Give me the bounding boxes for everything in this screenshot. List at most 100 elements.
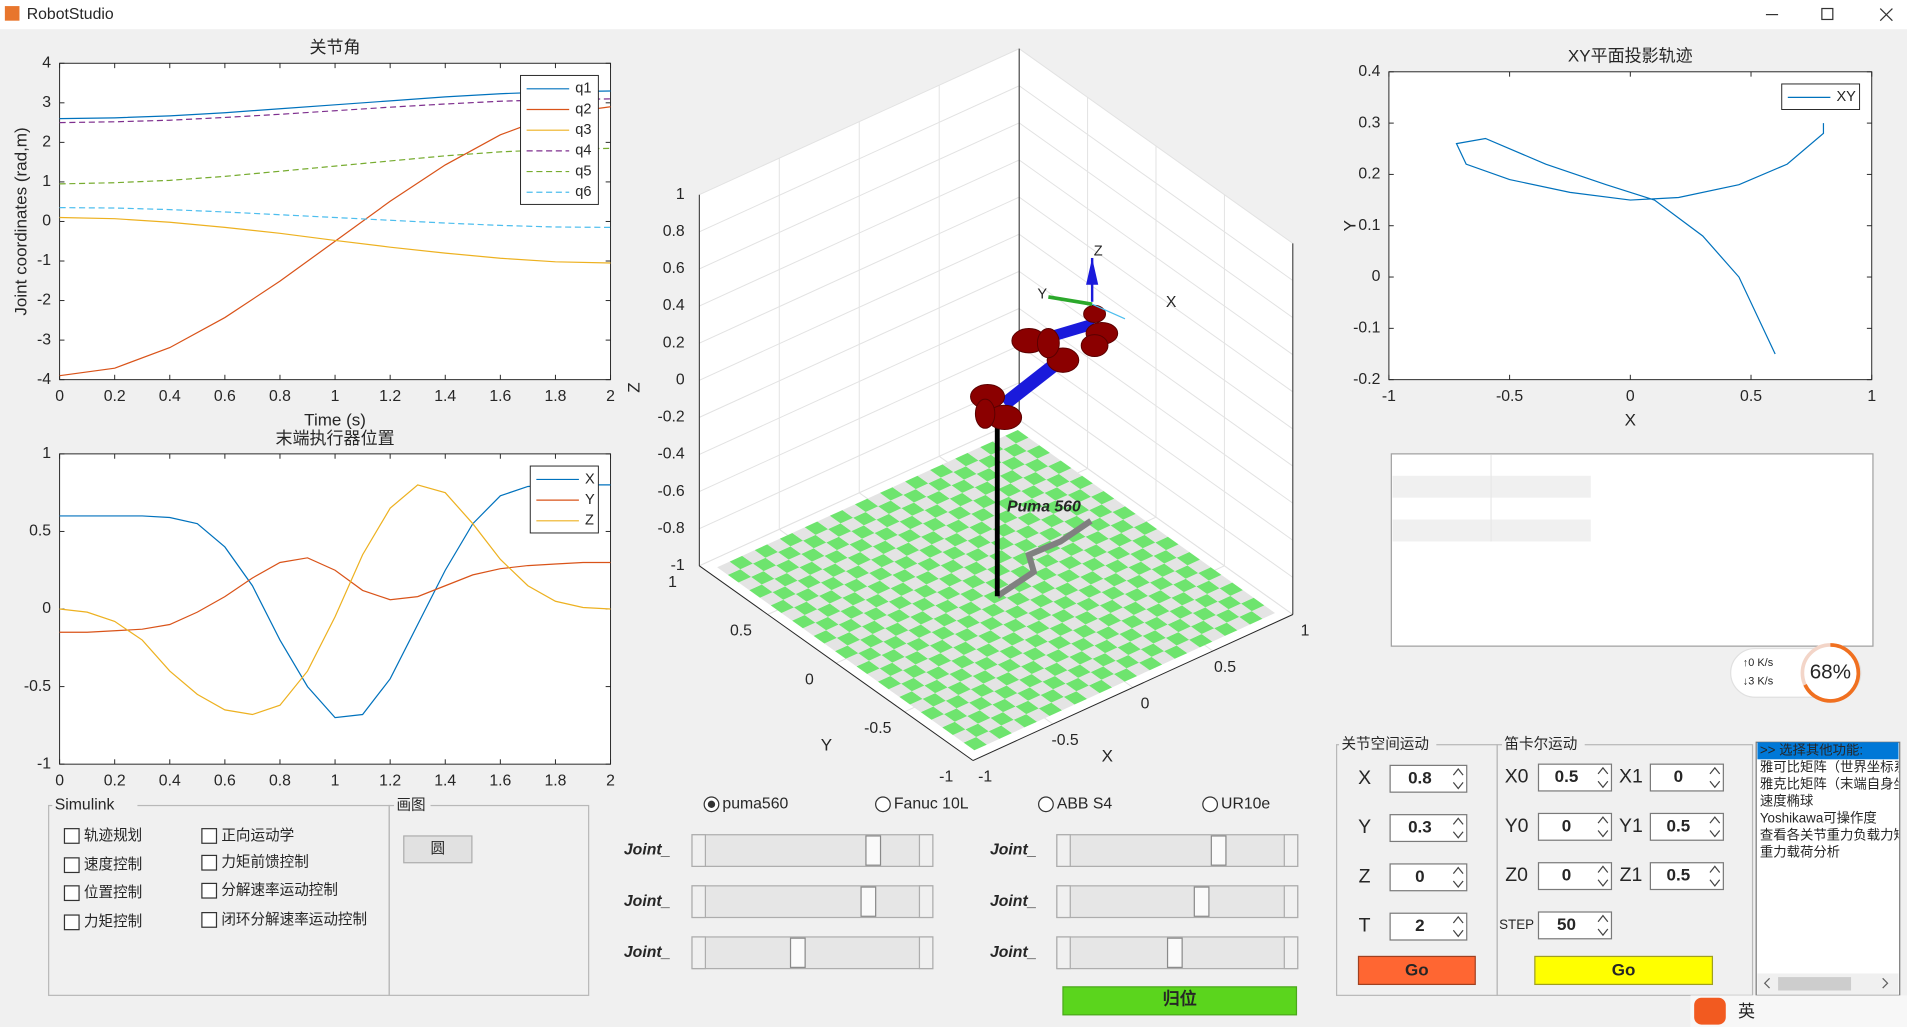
slider-thumb[interactable]: [789, 937, 806, 968]
radio-button[interactable]: [1038, 796, 1054, 813]
checkbox[interactable]: [201, 828, 218, 844]
number-input-value[interactable]: 50: [1557, 915, 1576, 934]
number-input-value[interactable]: 0.5: [1555, 767, 1579, 786]
checkbox-label[interactable]: 位置控制: [84, 884, 142, 901]
slider-track[interactable]: [1056, 885, 1299, 919]
number-input[interactable]: [1537, 911, 1613, 940]
slider-arrow[interactable]: [1056, 834, 1071, 867]
slider-arrow[interactable]: [1056, 885, 1071, 919]
checkbox[interactable]: [201, 912, 218, 928]
spinner[interactable]: [1452, 817, 1464, 839]
list-item[interactable]: 查看各关节重力负载力矩: [1760, 827, 1907, 842]
slider-arrow[interactable]: [691, 885, 707, 919]
number-input-value[interactable]: 0: [1415, 867, 1424, 886]
number-input[interactable]: [1537, 862, 1613, 891]
slider-track[interactable]: [1056, 834, 1299, 867]
number-input[interactable]: [1389, 863, 1468, 892]
number-input[interactable]: [1389, 814, 1468, 843]
slider-arrow[interactable]: [918, 936, 934, 970]
spinner[interactable]: [1709, 816, 1721, 838]
slider-arrow[interactable]: [1283, 834, 1299, 867]
circle-button[interactable]: [403, 835, 473, 864]
checkbox[interactable]: [63, 857, 80, 874]
button-label[interactable]: Go: [1612, 961, 1636, 980]
checkbox[interactable]: [201, 882, 218, 899]
checkbox-label[interactable]: 分解速率运动控制: [221, 882, 338, 899]
button-label[interactable]: 归位: [1163, 989, 1197, 1009]
number-input-value[interactable]: 2: [1415, 916, 1424, 935]
radio-label[interactable]: Fanuc 10L: [894, 795, 969, 812]
checkbox-label[interactable]: 闭环分解速率运动控制: [221, 911, 367, 928]
spinner[interactable]: [1597, 766, 1609, 789]
slider-arrow[interactable]: [918, 834, 934, 867]
radio-label[interactable]: ABB S4: [1057, 795, 1113, 812]
slider-track[interactable]: [691, 834, 934, 867]
spinner[interactable]: [1597, 865, 1609, 887]
floor-tile: [774, 573, 798, 587]
close-button[interactable]: [1879, 8, 1893, 22]
checkbox[interactable]: [201, 854, 218, 871]
h-scroll-thumb[interactable]: [1778, 977, 1852, 991]
checkbox[interactable]: [63, 885, 80, 902]
slider-thumb[interactable]: [1210, 835, 1227, 866]
slider-track[interactable]: [691, 936, 934, 970]
slider-thumb[interactable]: [1193, 886, 1210, 917]
number-input[interactable]: [1649, 862, 1724, 891]
go-button[interactable]: [1534, 955, 1714, 986]
number-input[interactable]: [1389, 764, 1468, 793]
maximize-button[interactable]: [1821, 7, 1834, 21]
list-item[interactable]: 重力载荷分析: [1760, 845, 1840, 860]
slider-arrow[interactable]: [691, 936, 707, 970]
number-input-value[interactable]: 0: [1562, 816, 1571, 835]
slider-arrow[interactable]: [1056, 936, 1071, 970]
spinner[interactable]: [1597, 914, 1609, 937]
spinner[interactable]: [1452, 866, 1464, 889]
checkbox-label[interactable]: 速度控制: [84, 856, 142, 873]
number-input-value[interactable]: 0: [1562, 866, 1571, 885]
list-item[interactable]: 速度椭球: [1760, 793, 1814, 808]
spinner[interactable]: [1709, 865, 1721, 887]
checkbox-label[interactable]: 力矩前馈控制: [221, 854, 308, 871]
spinner[interactable]: [1709, 766, 1721, 789]
checkbox-label[interactable]: 轨迹规划: [84, 827, 142, 844]
number-input-value[interactable]: 0.8: [1408, 768, 1432, 787]
number-input-value[interactable]: 0.3: [1408, 818, 1432, 837]
button-label[interactable]: Go: [1405, 961, 1429, 980]
spinner[interactable]: [1452, 915, 1464, 938]
radio-button[interactable]: [1202, 796, 1219, 813]
slider-thumb[interactable]: [1166, 937, 1183, 968]
list-item[interactable]: 雅克比矩阵（末端自身坐: [1760, 776, 1907, 791]
slider-arrow[interactable]: [1283, 885, 1299, 919]
home-button[interactable]: [1062, 986, 1298, 1016]
radio-button[interactable]: [875, 796, 891, 813]
button-label[interactable]: 圆: [431, 841, 446, 857]
slider-arrow[interactable]: [918, 885, 934, 919]
slider-arrow[interactable]: [691, 834, 707, 867]
go-button[interactable]: [1357, 955, 1476, 986]
slider-thumb[interactable]: [865, 835, 882, 866]
slider-thumb[interactable]: [860, 886, 877, 917]
spinner[interactable]: [1597, 816, 1609, 838]
radio-label[interactable]: puma560: [722, 795, 788, 812]
spinner[interactable]: [1452, 768, 1464, 790]
number-input-value[interactable]: 0: [1674, 767, 1683, 786]
number-input[interactable]: [1649, 763, 1724, 792]
checkbox-label[interactable]: 正向运动学: [221, 827, 294, 844]
checkbox-label[interactable]: 力矩控制: [84, 913, 142, 930]
tray-ime[interactable]: 英: [1738, 1002, 1755, 1021]
number-input[interactable]: [1537, 812, 1613, 841]
checkbox[interactable]: [63, 914, 80, 931]
number-input-value[interactable]: 0.5: [1667, 866, 1691, 885]
checkbox[interactable]: [63, 828, 80, 844]
list-item[interactable]: 雅可比矩阵（世界坐标系: [1760, 759, 1907, 774]
number-input[interactable]: [1537, 763, 1613, 792]
number-input[interactable]: [1389, 912, 1468, 941]
slider-track[interactable]: [691, 885, 934, 919]
list-item[interactable]: Yoshikawa可操作度: [1760, 810, 1877, 825]
list-item[interactable]: >> 选择其他功能:: [1760, 742, 1863, 757]
number-input[interactable]: [1649, 812, 1724, 841]
slider-arrow[interactable]: [1283, 936, 1299, 970]
number-input-value[interactable]: 0.5: [1667, 816, 1691, 835]
function-list[interactable]: [1755, 741, 1901, 996]
radio-label[interactable]: UR10e: [1221, 795, 1270, 812]
